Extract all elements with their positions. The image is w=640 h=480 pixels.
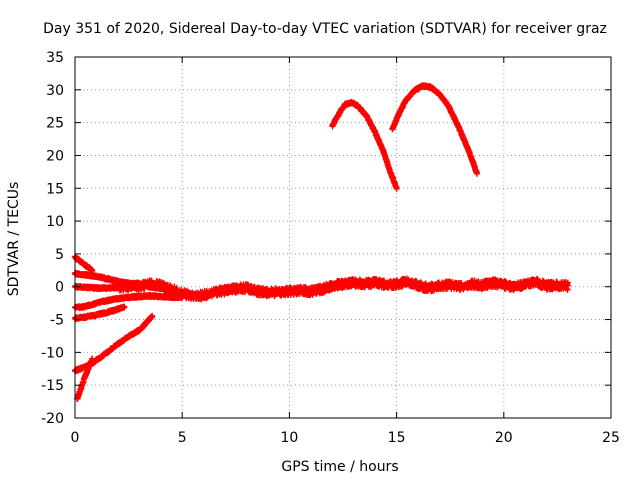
- series-decay3: [72, 282, 121, 292]
- data-point: [121, 304, 128, 311]
- data-point: [179, 293, 186, 300]
- y-tick-label: 30: [46, 83, 64, 99]
- y-tick-label: 15: [46, 181, 64, 197]
- y-axis-label: SDTVAR / TECUs: [6, 182, 22, 297]
- y-tick-label: -20: [41, 411, 64, 427]
- chart-title: Day 351 of 2020, Sidereal Day-to-day VTE…: [43, 21, 607, 37]
- ticks: 0 5 10 15 20 25 -20 -15 -10 -5 0 5 10 15 20 25 30 35: [41, 50, 620, 446]
- y-tick-label: 25: [46, 116, 64, 132]
- y-tick-label: -10: [41, 345, 64, 361]
- data-point: [565, 282, 572, 289]
- y-tick-label: -15: [41, 378, 64, 394]
- data-point: [149, 312, 156, 319]
- x-tick-label: 25: [602, 430, 620, 446]
- series-decay2: [72, 269, 175, 295]
- series-rise1: [72, 292, 186, 312]
- data-point: [393, 185, 400, 192]
- y-tick-label: 20: [46, 148, 64, 164]
- x-tick-label: 20: [495, 430, 513, 446]
- data-layer: [72, 82, 572, 402]
- series-arc2: [389, 82, 480, 177]
- series-arc1: [329, 98, 400, 192]
- x-tick-label: 5: [178, 430, 187, 446]
- x-axis-label: GPS time / hours: [281, 459, 398, 475]
- data-point: [474, 170, 480, 177]
- x-tick-label: 15: [388, 430, 406, 446]
- y-tick-label: 0: [55, 280, 64, 296]
- y-tick-label: 5: [55, 247, 64, 263]
- data-point: [168, 287, 175, 294]
- y-tick-label: 10: [46, 214, 64, 230]
- y-tick-label: 35: [46, 50, 64, 66]
- x-tick-label: 0: [71, 430, 80, 446]
- y-tick-label: -5: [50, 313, 64, 329]
- x-tick-label: 10: [280, 430, 298, 446]
- plot-border: [74, 56, 612, 419]
- series-decay1: [72, 253, 96, 275]
- data-point: [89, 356, 96, 363]
- series-rise2: [72, 303, 128, 323]
- data-point: [114, 284, 121, 291]
